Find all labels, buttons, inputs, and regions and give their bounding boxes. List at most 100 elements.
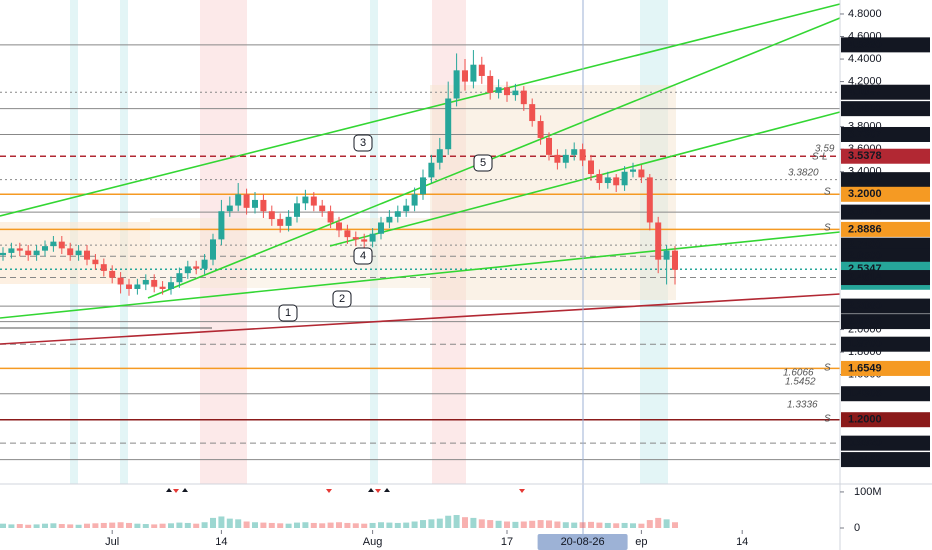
annotation: S [824, 363, 831, 374]
volume-bar [529, 520, 536, 528]
annotation: S [824, 223, 831, 234]
candle-body [495, 87, 502, 93]
volume-bar [201, 522, 208, 528]
candle-body [361, 239, 368, 242]
volume-bar [336, 522, 342, 528]
y-tick-label: 4.4000 [848, 53, 882, 65]
candle-body [310, 196, 317, 206]
price-label: 1.6549 [848, 362, 882, 374]
price-levels [0, 44, 840, 461]
volume-bar [504, 521, 510, 528]
volume-bar [411, 521, 418, 528]
volume-bar [142, 524, 149, 528]
volume-bar [302, 522, 309, 528]
candle-body [344, 230, 351, 238]
volume-bar [562, 522, 569, 528]
volume-bar [92, 523, 99, 528]
candle-body [445, 98, 452, 150]
x-tick-label: Aug [363, 536, 383, 548]
annotation: 1.6066 [783, 368, 814, 379]
candle-body [268, 211, 275, 220]
volume-bar [310, 522, 317, 528]
volume-bar [487, 520, 494, 528]
candle-body [142, 279, 149, 285]
candle-body [613, 177, 620, 186]
volume-bar [117, 522, 124, 528]
candle-body [470, 64, 477, 82]
volume-bar [294, 522, 300, 528]
volume-bar [218, 516, 225, 528]
candle-body [411, 194, 418, 206]
candle-body [235, 194, 242, 206]
candle-body [562, 154, 569, 163]
volume-bar [235, 519, 242, 528]
candle-body [579, 149, 586, 161]
volume-bar [100, 522, 107, 528]
price-box [841, 101, 930, 117]
candle-body [520, 90, 527, 105]
volume-bar [184, 522, 191, 528]
volume-bar [0, 523, 6, 528]
volume-bar [369, 522, 376, 528]
price-box [841, 314, 930, 330]
candle-body [663, 250, 670, 260]
candle-body [529, 104, 536, 122]
candle-body [159, 286, 166, 289]
price-box [841, 452, 930, 468]
x-tick-label: ep [635, 536, 647, 548]
candle-body [294, 203, 300, 217]
volume-bar [537, 520, 544, 528]
price-box [841, 37, 930, 53]
price-label: 4.5260 [848, 39, 882, 51]
candle-body [554, 154, 561, 163]
candle-body [252, 199, 258, 208]
x-tick-label: 14 [215, 536, 227, 548]
volume-bar [655, 517, 662, 528]
candle-body [193, 266, 200, 269]
volume-bar [596, 522, 603, 528]
volume-bar [67, 524, 74, 528]
candle-body [386, 216, 393, 223]
volume-bar [520, 521, 527, 528]
x-tick-label: Jul [105, 536, 119, 548]
x-tick-label: 14 [736, 536, 748, 548]
candle-body [420, 177, 426, 195]
price-box [841, 221, 930, 237]
candle-body [201, 259, 208, 269]
annotation: 1.3336 [787, 400, 818, 411]
axes: 4.80004.60004.40004.20003.80003.60003.40… [105, 8, 930, 550]
price-box [841, 336, 930, 352]
wave-label: 1 [285, 307, 291, 319]
volume-bar [159, 523, 166, 528]
volume-tick-label: 100M [854, 486, 882, 498]
price-label: 3.3300 [848, 174, 882, 186]
volume-bar [378, 522, 384, 528]
price-label: 0.8462 [848, 453, 882, 465]
volume-bar [126, 522, 132, 528]
volume-bar [285, 523, 292, 528]
candle-body [630, 169, 636, 172]
candle-body [403, 205, 410, 212]
volume-bar [495, 520, 502, 528]
candle-body [604, 177, 611, 184]
candle-body [369, 233, 376, 242]
candle-body [218, 211, 225, 240]
trend-lines [0, 3, 841, 345]
price-box [841, 248, 930, 264]
price-label: 3.7307 [848, 128, 882, 140]
wave-label: 2 [339, 293, 345, 305]
volume-bar [75, 524, 82, 528]
y-tick-label: 4.8000 [848, 8, 882, 20]
price-label: 1.8700 [848, 338, 882, 350]
candle-body [226, 205, 233, 212]
volume-bar [16, 524, 23, 528]
volume-bar [268, 522, 275, 528]
candle-body [151, 279, 158, 287]
volume-bar [579, 522, 586, 528]
price-label: 2.2080 [848, 300, 882, 312]
candle-body [378, 222, 384, 234]
candle-body [285, 216, 292, 226]
price-label: 3.2000 [848, 188, 882, 200]
candle-body [109, 270, 116, 278]
candle-body [260, 199, 267, 212]
